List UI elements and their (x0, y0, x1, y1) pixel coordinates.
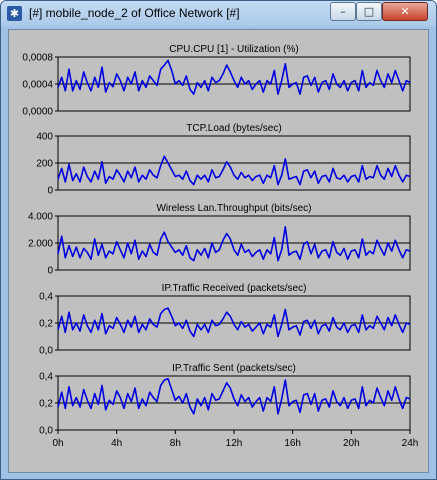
x-tick-label: 20h (343, 438, 360, 449)
y-tick-label: 0,0004 (22, 80, 53, 91)
x-tick-label: 24h (402, 438, 419, 449)
title-bar[interactable]: ✱ [#] mobile_node_2 of Office Network [#… (1, 1, 436, 27)
chart-panel: IP.Traffic Sent (packets/sec) 0,4 0,2 0,0 (39, 363, 411, 437)
y-tick-label: 400 (36, 132, 53, 143)
close-button[interactable]: ✕ (382, 2, 428, 21)
opnet-app-icon[interactable]: ✱ (7, 6, 22, 21)
chart-title: IP.Traffic Sent (packets/sec) (172, 363, 296, 374)
y-tick-label: 0,0000 (22, 107, 53, 118)
y-tick-label: 200 (36, 159, 53, 170)
x-tick-label: 4h (111, 438, 122, 449)
x-tick-label: 0h (52, 438, 63, 449)
y-tick-label: 0 (47, 186, 53, 197)
chart-title: IP.Traffic Received (packets/sec) (162, 283, 307, 294)
series-line (57, 377, 411, 415)
y-tick-label: 4.000 (28, 212, 53, 223)
series-line (57, 307, 411, 338)
maximize-button[interactable]: □ (356, 2, 382, 21)
x-tick-label: 12h (226, 438, 243, 449)
y-tick-label: 0,4 (39, 372, 53, 383)
y-tick-label: 0,2 (39, 399, 53, 410)
y-tick-label: 0,0 (39, 346, 53, 357)
chart-panel: TCP.Load (bytes/sec) 400 200 0 (36, 123, 411, 197)
x-tick-label: 8h (170, 438, 181, 449)
chart-panel: IP.Traffic Received (packets/sec) 0,4 0,2 0… (39, 283, 411, 357)
window-title: [#] mobile_node_2 of Office Network [#] (29, 6, 240, 20)
chart-panel: Wireless Lan.Throughput (bits/sec) 4.000 2… (28, 203, 411, 277)
minimize-button[interactable]: – (330, 2, 356, 21)
y-tick-label: 0,4 (39, 292, 53, 303)
series-line (57, 155, 411, 186)
y-tick-label: 0,2 (39, 319, 53, 330)
x-tick-label: 16h (284, 438, 301, 449)
series-line (57, 59, 411, 95)
y-tick-label: 0,0 (39, 426, 53, 437)
chart-panel: CPU.CPU [1] - Utilization (%) 0,0008 0,000… (22, 44, 411, 118)
y-tick-label: 0,0008 (22, 53, 53, 64)
chart-title: CPU.CPU [1] - Utilization (%) (169, 44, 298, 55)
series-line (57, 226, 411, 262)
graph-panel: CPU.CPU [1] - Utilization (%) 0,0008 0,000… (8, 29, 429, 473)
chart-title: Wireless Lan.Throughput (bits/sec) (156, 203, 311, 214)
stacked-line-charts: CPU.CPU [1] - Utilization (%)0,00080,000… (22, 44, 419, 449)
y-tick-label: 0 (47, 266, 53, 277)
y-tick-label: 2.000 (28, 239, 53, 250)
chart-title: TCP.Load (bytes/sec) (186, 123, 281, 134)
